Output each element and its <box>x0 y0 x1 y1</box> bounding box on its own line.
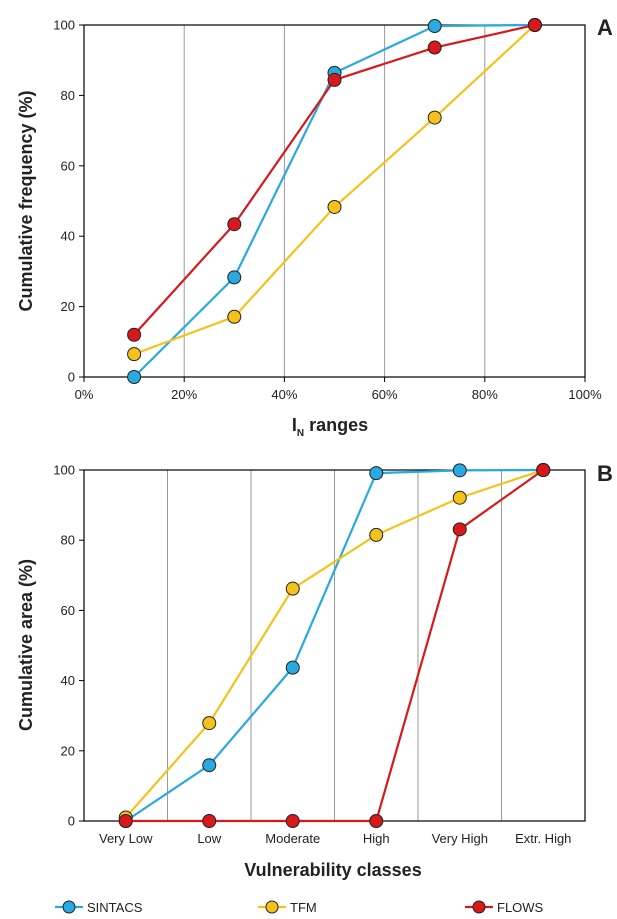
chart-b-line-flows <box>125 469 544 823</box>
chart-a-y-tick-label: 80 <box>61 88 75 103</box>
chart-a-point-tfm <box>327 199 342 214</box>
chart-a-point-sintacs <box>427 19 442 34</box>
chart-a-x-tick-label: 20% <box>171 387 197 402</box>
chart-b-point-flows <box>118 814 133 828</box>
chart-a-y-ticks: 0 20 40 60 80 100 <box>53 18 84 385</box>
chart-a-point-sintacs <box>127 370 142 384</box>
chart-a-point-flows <box>327 72 342 87</box>
chart-a-x-tick-label: 100% <box>568 387 602 402</box>
chart-a-y-tick-label: 20 <box>61 299 75 314</box>
chart-a-x-tick-label: 0% <box>75 387 94 402</box>
chart-b-point-flows <box>369 814 384 828</box>
chart-a-point-tfm <box>127 347 142 362</box>
chart-b-point-sintacs <box>452 463 467 478</box>
chart-b-point-flows <box>452 522 467 537</box>
chart-a-x-axis-label-sub: N <box>297 428 304 439</box>
legend-label-flows: FLOWS <box>497 900 544 915</box>
chart-b-x-axis-label: Vulnerability classes <box>244 860 421 880</box>
chart-a-y-tick-label: 0 <box>68 370 75 385</box>
chart-b-line-sintacs <box>125 468 544 822</box>
chart-b-point-tfm <box>202 716 217 731</box>
chart-a-x-axis-label-main: I <box>292 415 297 435</box>
chart-a-y-tick-label: 100 <box>53 18 75 33</box>
chart-b-point-sintacs <box>369 466 384 481</box>
chart-b-y-ticks: 0 20 40 60 80 100 <box>53 463 84 829</box>
chart-a-gridlines <box>183 25 486 377</box>
chart-b-y-tick-label: 0 <box>68 814 75 829</box>
chart-a-y-tick-label: 60 <box>61 158 75 173</box>
chart-a-x-tick-label: 80% <box>472 387 498 402</box>
legend-item-sintacs: SINTACS <box>55 900 143 915</box>
chart-b-y-tick-label: 100 <box>53 463 75 478</box>
chart-b-point-flows <box>285 814 300 828</box>
chart-b-point-tfm <box>369 527 384 542</box>
legend-item-tfm: TFM <box>258 900 317 915</box>
chart-a-panel-label: A <box>597 15 613 40</box>
chart-a-x-ticks: 0% 20% 40% 60% 80% 100% <box>75 377 602 402</box>
chart-b-x-tick-label: Low <box>197 831 221 846</box>
legend-label-tfm: TFM <box>290 900 317 915</box>
chart-b-line-tfm <box>124 468 544 819</box>
chart-a-point-tfm <box>427 110 442 125</box>
chart-a-y-tick-label: 40 <box>61 229 75 244</box>
chart-b-y-tick-label: 20 <box>61 743 75 758</box>
legend-marker-tfm <box>265 900 279 914</box>
chart-a-point-tfm <box>227 309 242 324</box>
chart-b-x-ticks: Very Low Low Moderate High Very High Extr. Hi… <box>99 831 571 846</box>
legend-marker-sintacs <box>62 900 76 914</box>
chart-b-y-tick-label: 40 <box>61 673 75 688</box>
chart-a-x-tick-label: 60% <box>372 387 398 402</box>
legend-label-sintacs: SINTACS <box>87 900 143 915</box>
chart-b-point-sintacs <box>285 660 300 675</box>
chart-b-gridlines <box>167 470 502 821</box>
chart-a-point-flows <box>227 217 242 232</box>
chart-a-point-flows <box>427 40 442 55</box>
chart-b-point-flows <box>536 463 551 477</box>
legend-marker-flows <box>472 900 486 914</box>
chart-b-x-tick-label: High <box>363 831 390 846</box>
chart-b-x-tick-label: Very High <box>432 831 488 846</box>
chart-b-point-tfm <box>285 581 300 596</box>
chart-a-y-axis-label: Cumulative frequency (%) <box>16 90 36 311</box>
chart-a-point-sintacs <box>227 270 242 285</box>
chart-b-point-tfm <box>452 490 467 505</box>
chart-b-x-tick-label: Very Low <box>99 831 153 846</box>
legend: SINTACS TFM FLOWS <box>55 900 544 915</box>
chart-a-x-axis-label: IN ranges <box>292 415 368 439</box>
chart-a: 0 20 40 60 80 100 0% 20% 40% 60% 80% 100% A Cumula… <box>16 15 613 439</box>
chart-b-series <box>118 463 551 828</box>
chart-a-plot-frame <box>83 24 586 378</box>
chart-b-y-tick-label: 60 <box>61 603 75 618</box>
chart-b-point-flows <box>202 814 217 828</box>
chart-b-point-sintacs <box>202 758 217 773</box>
chart-b-y-tick-label: 80 <box>61 533 75 548</box>
chart-b-x-tick-label: Extr. High <box>515 831 571 846</box>
legend-item-flows: FLOWS <box>465 900 544 915</box>
chart-a-x-tick-label: 40% <box>271 387 297 402</box>
chart-b-x-tick-label: Moderate <box>265 831 320 846</box>
chart-a-point-flows <box>127 327 142 342</box>
chart-a-x-axis-label-rest: ranges <box>304 415 368 435</box>
chart-a-series <box>127 18 542 384</box>
chart-a-point-flows <box>527 18 542 32</box>
chart-b-panel-label: B <box>597 461 613 486</box>
chart-b-y-axis-label: Cumulative area (%) <box>16 559 36 731</box>
